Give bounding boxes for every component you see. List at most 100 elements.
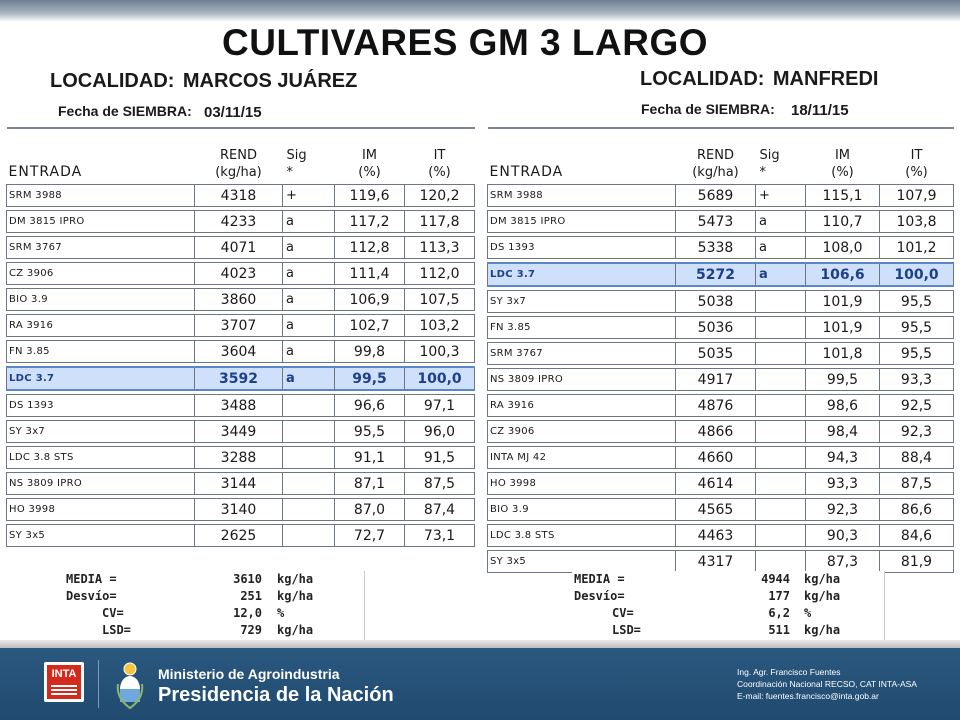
stats-row: CV= 12,0% (64, 605, 364, 622)
cell-it: 97,1 (404, 394, 475, 417)
cell-sig: a (282, 236, 335, 259)
cell-sig (282, 498, 335, 521)
table-row: SRM 3767 5035 101,8 95,5 (487, 342, 954, 365)
cell-im: 106,9 (334, 288, 405, 311)
header-sig: Sig * (755, 127, 806, 181)
footer-band (0, 648, 960, 720)
left-localidad-label: LOCALIDAD: (50, 70, 175, 92)
cell-it: 112,0 (404, 262, 475, 285)
cell-entrada: INTA MJ 42 (487, 446, 676, 469)
cell-im: 98,6 (805, 394, 880, 417)
cell-sig (282, 420, 335, 443)
right-fecha-value: 18/11/15 (791, 102, 849, 119)
cell-im: 91,1 (334, 446, 405, 469)
table-row: NS 3809 IPRO 3144 87,1 87,5 (6, 472, 475, 495)
cell-rend: 4463 (675, 524, 756, 547)
cell-im: 99,5 (334, 366, 405, 391)
stats-value: 6,2 (768, 606, 790, 620)
footer-stripe (0, 640, 960, 648)
stats-value: 511 (768, 623, 790, 637)
inta-logo: INTA (44, 662, 84, 702)
header-entrada: ENTRADA (6, 127, 195, 181)
cell-entrada: SRM 3988 (6, 184, 195, 207)
cell-sig (282, 446, 335, 469)
cell-im: 101,9 (805, 316, 880, 339)
cell-entrada: RA 3916 (487, 394, 676, 417)
stats-label: Desvío= (66, 589, 117, 603)
table-row: SY 3x7 5038 101,9 95,5 (487, 290, 954, 313)
cell-rend: 4565 (675, 498, 756, 521)
header-it-line2: (%) (428, 165, 451, 180)
cell-im: 92,3 (805, 498, 880, 521)
stats-unit: % (277, 606, 285, 620)
cell-rend: 4614 (675, 472, 756, 495)
cell-sig: a (282, 288, 335, 311)
cell-sig: a (282, 210, 335, 233)
table-row: SY 3x5 2625 72,7 73,1 (6, 524, 475, 547)
cell-im: 102,7 (334, 314, 405, 337)
cell-rend: 3449 (194, 420, 283, 443)
cell-entrada: BIO 3.9 (487, 498, 676, 521)
stats-unit: kg/ha (804, 623, 841, 637)
stats-unit: kg/ha (277, 623, 314, 637)
coat-of-arms-icon (116, 662, 144, 710)
cell-entrada: HO 3998 (6, 498, 195, 521)
cell-entrada: SY 3x7 (487, 290, 676, 313)
stats-unit: kg/ha (804, 589, 841, 603)
stats-value: 12,0 (233, 606, 262, 620)
cell-sig: a (282, 366, 335, 391)
right-localidad-value: MANFREDI (772, 68, 879, 90)
cell-it: 107,9 (879, 184, 954, 207)
stats-value: 729 (240, 623, 262, 637)
cell-it: 120,2 (404, 184, 475, 207)
header-it: IT (%) (404, 127, 475, 181)
stats-label: LSD= (102, 623, 131, 637)
cell-rend: 5038 (675, 290, 756, 313)
cell-entrada: NS 3809 IPRO (6, 472, 195, 495)
cell-it: 93,3 (879, 368, 954, 391)
cell-rend: 4023 (194, 262, 283, 285)
cell-rend: 3707 (194, 314, 283, 337)
cell-im: 95,5 (334, 420, 405, 443)
cell-sig: a (282, 340, 335, 363)
credit-line: Ing. Agr. Francisco Fuentes (737, 667, 841, 677)
header-entrada: ENTRADA (487, 127, 676, 181)
cell-im: 117,2 (334, 210, 405, 233)
cell-entrada: CZ 3906 (487, 420, 676, 443)
cell-entrada: SRM 3767 (6, 236, 195, 259)
right-localidad-label: LOCALIDAD: (640, 68, 765, 90)
cell-entrada: BIO 3.9 (6, 288, 195, 311)
footer-divider (98, 660, 99, 708)
header-it: IT (%) (879, 127, 954, 181)
cell-entrada: DM 3815 IPRO (487, 210, 676, 233)
cell-it: 84,6 (879, 524, 954, 547)
stats-unit: % (804, 606, 812, 620)
cell-sig (755, 394, 806, 417)
right-fecha: Fecha de SIEMBRA: 18/11/15 (641, 101, 849, 119)
cell-sig (755, 472, 806, 495)
cell-it: 92,3 (879, 420, 954, 443)
cell-entrada: FN 3.85 (487, 316, 676, 339)
left-fecha-label: Fecha de SIEMBRA: (58, 103, 192, 119)
cell-entrada: RA 3916 (6, 314, 195, 337)
cell-im: 94,3 (805, 446, 880, 469)
right-yield-table: ENTRADA REND (kg/ha) Sig * IM (%) IT (%) SRM… (487, 127, 954, 573)
cell-entrada: LDC 3.7 (487, 262, 676, 287)
cell-im: 99,8 (334, 340, 405, 363)
cell-it: 95,5 (879, 290, 954, 313)
cell-it: 100,0 (879, 262, 954, 287)
left-localidad-value: MARCOS JUÁREZ (182, 70, 358, 92)
header-rend-line2: (kg/ha) (215, 165, 262, 180)
stats-label: CV= (612, 606, 634, 620)
table-row: RA 3916 3707 a 102,7 103,2 (6, 314, 475, 337)
header-sig: Sig * (282, 127, 335, 181)
stats-row: CV= 6,2% (572, 605, 884, 622)
stats-unit: kg/ha (277, 572, 314, 586)
stats-row: LSD= 729 kg/ha (64, 622, 364, 639)
stats-value: 3610 (233, 572, 262, 586)
top-gradient-band (0, 0, 960, 22)
cell-rend: 3860 (194, 288, 283, 311)
cell-entrada: LDC 3.8 STS (487, 524, 676, 547)
cell-it: 95,5 (879, 342, 954, 365)
cell-im: 87,1 (334, 472, 405, 495)
